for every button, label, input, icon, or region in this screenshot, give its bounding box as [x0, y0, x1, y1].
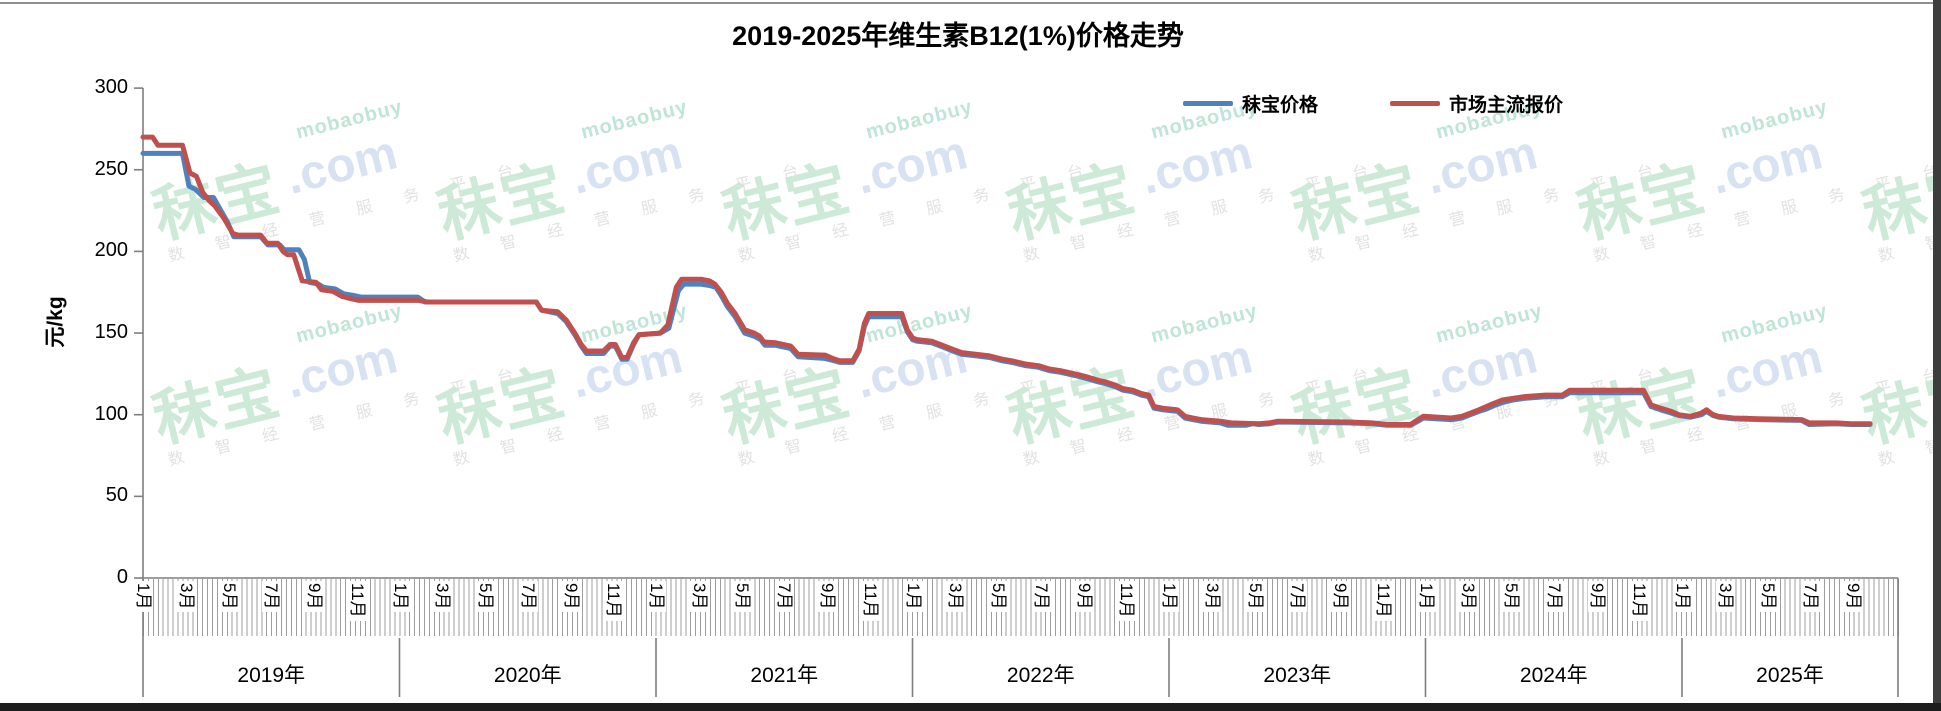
x-tick-label-month: 1月: [390, 581, 410, 613]
legend-line-blue: [1183, 101, 1233, 106]
x-tick-label-month: 9月: [1587, 581, 1607, 613]
year-label: 2024年: [1519, 664, 1588, 687]
x-tick-label-month: 7月: [1031, 581, 1051, 613]
x-tick-label-month: 11月: [1630, 581, 1650, 621]
x-tick-label-month: 3月: [433, 581, 453, 613]
legend: 秣宝价格 市场主流报价: [1183, 90, 1625, 117]
year-label: 2025年: [1756, 664, 1824, 687]
x-tick-label-month: 1月: [134, 581, 153, 613]
y-tick-label: 150: [94, 321, 128, 344]
x-tick-label-month: 9月: [818, 581, 837, 613]
x-tick-label-month: 9月: [1331, 581, 1350, 613]
y-tick-label: 200: [94, 239, 128, 262]
x-tick-label-month: 5月: [989, 581, 1008, 613]
chart-title: 2019-2025年维生素B12(1%)价格走势: [732, 21, 1184, 51]
x-tick-label-month: 9月: [1074, 581, 1094, 613]
x-tick-label-month: 1月: [903, 581, 923, 613]
x-tick-label-month: 7月: [1801, 581, 1821, 613]
y-tick-label: 0: [116, 566, 128, 588]
window-top-border: [0, 2, 1941, 4]
x-tick-label-month: 5月: [1758, 581, 1778, 613]
x-tick-label-month: 9月: [305, 581, 324, 613]
x-tick-label-month: 11月: [347, 581, 367, 621]
x-tick-label-month: 7月: [1288, 581, 1308, 613]
x-tick-label-month: 11月: [604, 581, 624, 621]
y-tick-label: 300: [94, 76, 128, 99]
x-tick-label-month: 1月: [647, 581, 666, 613]
x-tick-label-month: 11月: [860, 581, 880, 621]
y-tick-label: 50: [105, 484, 128, 507]
window-right-border: [1933, 0, 1941, 711]
window-bottom-border: [0, 703, 1941, 711]
series-line-市场主流报价: [140, 134, 1873, 427]
x-tick-label-month: 7月: [262, 581, 282, 613]
x-tick-label-month: 11月: [1373, 581, 1393, 621]
x-tick-label-month: 3月: [946, 581, 966, 613]
x-tick-label-month: 5月: [1502, 581, 1521, 613]
x-tick-label-month: 5月: [476, 581, 495, 613]
x-tick-label-month: 3月: [689, 581, 709, 613]
x-tick-label-month: 1月: [1416, 581, 1436, 613]
x-tick-label-month: 5月: [732, 581, 752, 613]
x-tick-label-month: 1月: [1160, 581, 1179, 613]
legend-line-red: [1390, 101, 1441, 106]
x-tick-label-month: 3月: [176, 581, 196, 613]
x-tick-label-month: 5月: [219, 581, 239, 613]
x-tick-label-month: 9月: [561, 581, 581, 613]
x-tick-label-month: 7月: [775, 581, 795, 613]
x-tick-label-month: 5月: [1245, 581, 1265, 613]
x-tick-label-month: 7月: [1544, 581, 1564, 613]
x-tick-label-month: 1月: [1673, 581, 1692, 613]
series-line-秣宝价格: [140, 150, 1873, 428]
year-label: 2019年: [237, 664, 306, 687]
x-tick-label-month: 7月: [518, 581, 538, 613]
year-label: 2023年: [1263, 664, 1332, 687]
legend-item-market-price: 市场主流报价: [1390, 90, 1563, 117]
x-tick-label-month: 3月: [1459, 581, 1479, 613]
y-tick-label: 250: [94, 157, 128, 180]
x-tick-label-month: 11月: [1117, 581, 1137, 621]
year-label: 2021年: [750, 664, 819, 687]
y-tick-label: 100: [94, 402, 128, 425]
year-label: 2022年: [1006, 664, 1075, 687]
year-label: 2020年: [493, 664, 562, 687]
legend-item-mobao-price: 秣宝价格: [1183, 90, 1318, 117]
legend-label-market-price: 市场主流报价: [1449, 95, 1564, 116]
x-tick-label-month: 9月: [1844, 581, 1863, 613]
x-tick-label-month: 3月: [1715, 581, 1735, 613]
legend-label-mobao-price: 秣宝价格: [1242, 95, 1319, 116]
x-tick-label-month: 3月: [1202, 581, 1222, 613]
